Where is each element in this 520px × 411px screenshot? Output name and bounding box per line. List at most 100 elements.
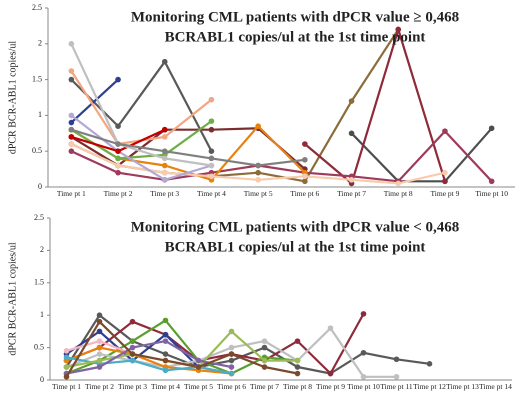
y-axis-label: dPCR BCR-ABL1 copies/ul bbox=[7, 242, 18, 356]
x-tick-label-box: Time pt 1 bbox=[57, 190, 86, 198]
series-line bbox=[66, 346, 232, 375]
x-tick-label-box: Time pt 10 bbox=[347, 383, 380, 391]
x-tick-label-box: Time pt 3 bbox=[118, 383, 147, 391]
data-point bbox=[162, 317, 169, 324]
data-point bbox=[63, 354, 70, 361]
data-point bbox=[208, 96, 215, 103]
x-tick-label-box: Time pt 14 bbox=[479, 383, 512, 391]
data-point bbox=[68, 68, 75, 74]
data-point bbox=[96, 312, 103, 319]
series-line bbox=[70, 128, 306, 167]
data-point bbox=[228, 357, 235, 364]
data-point bbox=[96, 344, 103, 351]
series-line bbox=[70, 114, 212, 181]
x-tick-label-box: Time pt 9 bbox=[316, 383, 345, 391]
data-point bbox=[68, 141, 75, 147]
x-tick-label-box: Time pt 3 bbox=[150, 190, 180, 198]
data-point bbox=[68, 119, 75, 126]
x-tick-label-box: Time pt 8 bbox=[283, 383, 312, 391]
y-tick-label: 0.5 bbox=[34, 342, 44, 351]
data-point bbox=[115, 141, 121, 147]
x-tick-label-box: Time pt 2 bbox=[104, 190, 133, 198]
data-point bbox=[261, 344, 268, 351]
y-tick-label: 0 bbox=[40, 375, 44, 384]
data-point bbox=[96, 364, 103, 370]
data-point bbox=[302, 156, 308, 163]
data-point bbox=[302, 173, 308, 180]
x-tick-label: Time pt 3 bbox=[118, 383, 147, 391]
x-tick-label: Time pt 8 bbox=[383, 190, 413, 198]
data-point bbox=[228, 364, 235, 370]
data-point bbox=[129, 357, 136, 364]
y-tick-label: 1 bbox=[40, 310, 44, 319]
data-point bbox=[162, 357, 169, 364]
x-tick-label: Time pt 13 bbox=[446, 383, 479, 391]
data-point bbox=[162, 338, 169, 344]
data-point bbox=[395, 180, 402, 187]
series-line bbox=[66, 340, 232, 375]
data-point bbox=[442, 169, 448, 176]
x-tick-label-box: Time pt 1 bbox=[52, 383, 81, 391]
data-point bbox=[63, 364, 70, 370]
x-tick-label-box: Time pt 13 bbox=[446, 383, 479, 391]
x-tick-label: Time pt 9 bbox=[316, 383, 345, 391]
data-point bbox=[161, 169, 168, 176]
data-point bbox=[348, 130, 355, 137]
data-point bbox=[348, 98, 355, 104]
x-tick-label: Time pt 6 bbox=[290, 190, 320, 198]
data-point bbox=[302, 178, 308, 185]
x-tick-label: Time pt 7 bbox=[250, 383, 279, 391]
data-point bbox=[294, 364, 301, 370]
x-tick-label: Time pt 3 bbox=[150, 190, 180, 198]
data-point bbox=[68, 41, 75, 47]
series-line bbox=[70, 130, 493, 183]
data-point bbox=[129, 344, 136, 351]
x-tick-label: Time pt 9 bbox=[430, 190, 460, 198]
y-tick-label: 1.5 bbox=[34, 278, 44, 287]
y-tick-label: 2 bbox=[40, 245, 44, 254]
data-point bbox=[161, 162, 168, 169]
data-point bbox=[96, 328, 103, 335]
series-line bbox=[66, 319, 298, 375]
chart-title: Monitoring CML patients with dPCR value … bbox=[131, 219, 460, 235]
data-point bbox=[161, 58, 168, 65]
data-point bbox=[195, 357, 202, 364]
chart-title: BCRABL1 copies/ul at the 1st time point bbox=[165, 29, 426, 45]
chart-title: BCRABL1 copies/ul at the 1st time point bbox=[165, 239, 426, 255]
data-point bbox=[442, 178, 448, 185]
x-tick-label: Time pt 10 bbox=[475, 190, 508, 198]
data-point bbox=[161, 177, 168, 183]
x-tick-label: Time pt 6 bbox=[217, 383, 246, 391]
x-tick-label: Time pt 2 bbox=[85, 383, 114, 391]
series-line bbox=[304, 28, 447, 185]
x-tick-label: Time pt 5 bbox=[243, 190, 273, 198]
data-point bbox=[68, 112, 75, 119]
data-point bbox=[115, 169, 121, 176]
y-tick-label: 0.5 bbox=[32, 146, 42, 155]
data-point bbox=[162, 331, 169, 338]
data-point bbox=[208, 173, 215, 180]
x-tick-label-box: Time pt 7 bbox=[337, 190, 366, 198]
data-point bbox=[302, 141, 308, 147]
series-line bbox=[65, 320, 298, 378]
series-line bbox=[70, 78, 119, 124]
data-point bbox=[115, 148, 121, 154]
data-point bbox=[63, 373, 70, 380]
x-tick-label-box: Time pt 12 bbox=[413, 383, 446, 391]
x-tick-label: Time pt 7 bbox=[337, 190, 366, 198]
data-point bbox=[228, 328, 235, 335]
x-tick-label-box: Time pt 10 bbox=[475, 190, 508, 198]
series-line bbox=[65, 314, 430, 375]
data-point bbox=[255, 169, 261, 176]
data-point bbox=[129, 351, 136, 357]
x-tick-label: Time pt 10 bbox=[347, 383, 380, 391]
data-point bbox=[68, 76, 75, 83]
data-point bbox=[395, 26, 402, 33]
chart-title: Monitoring CML patients with dPCR value … bbox=[131, 9, 459, 25]
x-tick-label-box: Time pt 5 bbox=[184, 383, 213, 391]
x-tick-label-box: Time pt 4 bbox=[197, 190, 226, 198]
data-point bbox=[255, 162, 261, 169]
data-point bbox=[129, 318, 136, 325]
data-point bbox=[255, 123, 261, 129]
data-point bbox=[195, 364, 202, 370]
